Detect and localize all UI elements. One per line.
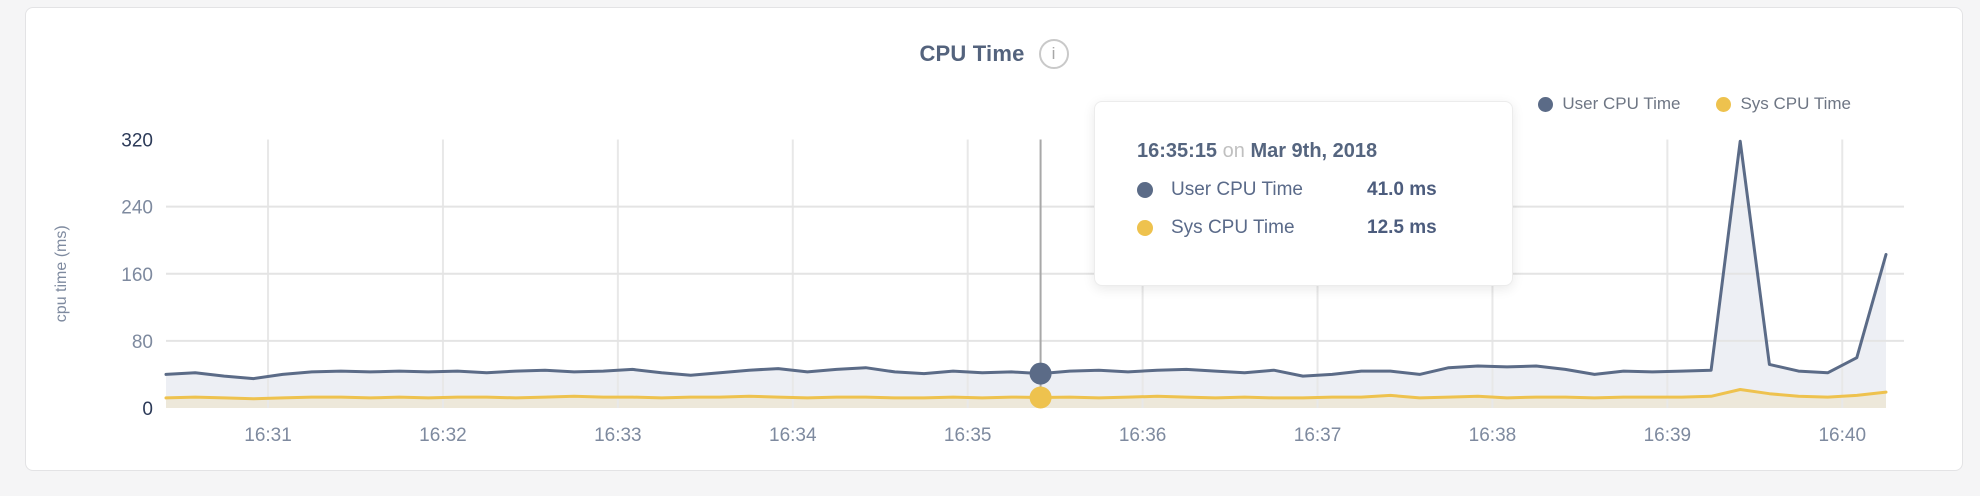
tooltip-connector: on <box>1222 140 1245 162</box>
y-tick-label-80: 80 <box>132 332 153 353</box>
x-tick-label-16:36: 16:36 <box>1119 425 1167 446</box>
y-tick-label-160: 160 <box>121 265 153 286</box>
chart-title: CPU Time <box>919 41 1025 66</box>
y-tick-label-240: 240 <box>121 198 153 219</box>
x-tick-label-16:37: 16:37 <box>1294 425 1342 446</box>
x-tick-label-16:33: 16:33 <box>594 425 642 446</box>
legend-label-sys: Sys CPU Time <box>1740 94 1851 113</box>
tooltip-value-user: 41.0 ms <box>1367 179 1437 200</box>
chart-legend: User CPU Time Sys CPU Time <box>1538 94 1851 114</box>
info-icon[interactable]: i <box>1038 39 1069 69</box>
sys-cpu-dot-icon <box>1137 220 1153 236</box>
y-tick-label-0: 0 <box>142 399 153 420</box>
sys-cpu-line <box>164 388 1888 401</box>
x-tick-label-16:34: 16:34 <box>769 425 817 446</box>
user-cpu-dot-icon <box>1137 182 1153 198</box>
legend-item-sys-cpu[interactable]: Sys CPU Time <box>1716 94 1851 114</box>
y-tick-label-320: 320 <box>121 131 153 152</box>
tooltip-time: 16:35:15 <box>1137 140 1218 162</box>
user-cpu-legend-dot-icon <box>1538 96 1554 112</box>
x-tick-label-16:32: 16:32 <box>419 425 467 446</box>
x-tick-label-16:35: 16:35 <box>944 425 992 446</box>
hover-dot-sys[interactable] <box>1029 386 1052 409</box>
tooltip-label-user: User CPU Time <box>1171 179 1303 200</box>
tooltip-timestamp: 16:35:15 on Mar 9th, 2018 <box>1137 140 1472 163</box>
tooltip-date: Mar 9th, 2018 <box>1250 140 1378 162</box>
x-tick-label-16:39: 16:39 <box>1644 425 1692 446</box>
cpu-time-chart-card: 0 80 160 240 320 16:31 16:32 16:33 16:34 16:35 16:… <box>25 7 1963 471</box>
tooltip-value-sys: 12.5 ms <box>1367 217 1437 238</box>
user-cpu-area <box>166 141 1886 408</box>
tooltip-row-sys: Sys CPU Time 12.5 ms <box>1137 217 1472 239</box>
x-tick-label-16:31: 16:31 <box>244 425 292 446</box>
hover-tooltip: 16:35:15 on Mar 9th, 2018 User CPU Time … <box>1094 101 1513 286</box>
legend-label-user: User CPU Time <box>1562 94 1681 113</box>
x-tick-label-16:40: 16:40 <box>1818 425 1866 446</box>
user-cpu-line <box>164 139 1888 381</box>
sys-cpu-legend-dot-icon <box>1716 96 1732 112</box>
x-tick-label-16:38: 16:38 <box>1469 425 1517 446</box>
tooltip-row-user: User CPU Time 41.0 ms <box>1137 179 1472 201</box>
tooltip-label-sys: Sys CPU Time <box>1171 217 1295 238</box>
legend-item-user-cpu[interactable]: User CPU Time <box>1538 94 1680 114</box>
hover-dot-user[interactable] <box>1029 362 1052 385</box>
cpu-time-chart-plot[interactable]: 0 80 160 240 320 16:31 16:32 16:33 16:34 16:35 16:… <box>26 8 1964 472</box>
y-axis-title: cpu time (ms) <box>53 225 70 322</box>
chart-header: CPU Time i <box>26 34 1962 74</box>
